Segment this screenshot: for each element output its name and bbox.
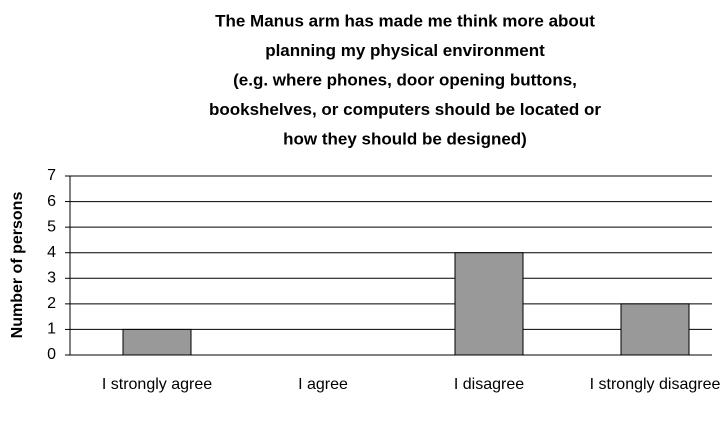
bar <box>122 328 192 356</box>
x-tick-label: I agree <box>298 376 348 393</box>
bar <box>454 252 524 356</box>
chart-title: planning my physical environment <box>265 41 545 60</box>
x-tick-label: I strongly agree <box>102 376 212 393</box>
x-tick-label: I strongly disagree <box>590 376 721 393</box>
y-tick-label: 6 <box>47 193 56 210</box>
y-tick-label: 5 <box>47 218 56 235</box>
y-axis-label: Number of persons <box>9 192 26 339</box>
chart-title: how they should be designed) <box>283 129 527 148</box>
chart-title: The Manus arm has made me think more abo… <box>215 11 595 30</box>
chart-title: bookshelves, or computers should be loca… <box>209 100 601 119</box>
y-tick-label: 2 <box>47 295 56 312</box>
y-tick-label: 3 <box>47 270 56 287</box>
bar <box>620 303 690 356</box>
chart-title: (e.g. where phones, door opening buttons… <box>233 70 577 89</box>
y-tick-label: 7 <box>47 167 56 184</box>
y-tick-label: 0 <box>47 346 56 363</box>
x-tick-label: I disagree <box>454 376 524 393</box>
y-tick-label: 4 <box>47 244 56 261</box>
y-tick-label: 1 <box>47 321 56 338</box>
